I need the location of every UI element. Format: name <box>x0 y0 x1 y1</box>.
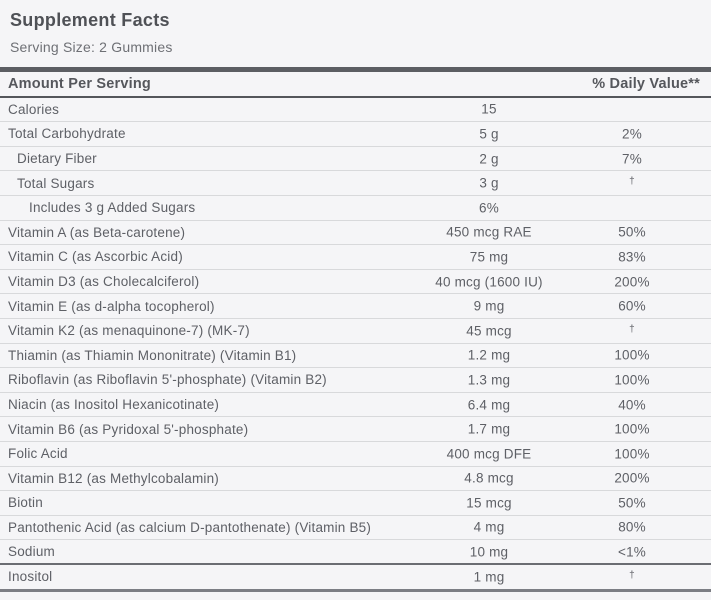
nutrient-amount: 5 g <box>479 126 499 142</box>
table-row: Sodium 10 mg <1% <box>0 540 711 565</box>
nutrient-amount: 2 g <box>479 151 499 167</box>
table-row: Biotin 15 mcg 50% <box>0 491 711 516</box>
nutrient-amount: 6.4 mg <box>467 397 511 413</box>
nutrient-daily-value: 100% <box>614 347 650 363</box>
table-row: Vitamin D3 (as Cholecalciferol) 40 mcg (… <box>0 270 711 295</box>
nutrient-name: Total Carbohydrate <box>8 126 126 142</box>
nutrient-amount: 1.7 mg <box>467 421 511 437</box>
table-row: Vitamin B12 (as Methylcobalamin) 4.8 mcg… <box>0 467 711 492</box>
nutrient-name: Thiamin (as Thiamin Mononitrate) (Vitami… <box>8 347 297 363</box>
nutrient-daily-value: 100% <box>614 372 650 388</box>
table-row: Pantothenic Acid (as calcium D-pantothen… <box>0 516 711 541</box>
table-row: Vitamin E (as d-alpha tocopherol) 9 mg 6… <box>0 294 711 319</box>
nutrient-daily-value: 7% <box>622 151 642 167</box>
nutrient-name: Vitamin B6 (as Pyridoxal 5'-phosphate) <box>8 421 249 437</box>
nutrient-amount: 450 mcg RAE <box>446 224 532 240</box>
nutrient-amount: 9 mg <box>473 298 505 314</box>
nutrient-rows: Calories 15 Total Carbohydrate 5 g 2% Di… <box>0 98 711 592</box>
nutrient-daily-value: 2% <box>622 126 642 142</box>
nutrient-daily-value: 40% <box>618 397 646 413</box>
table-column-header: Amount Per Serving % Daily Value** <box>0 72 711 98</box>
nutrient-name: Vitamin K2 (as menaquinone-7) (MK-7) <box>8 323 250 339</box>
top-divider-bar <box>0 66 711 72</box>
nutrient-daily-value: 83% <box>618 249 646 265</box>
nutrient-daily-value: 100% <box>614 421 650 437</box>
table-row: Vitamin B6 (as Pyridoxal 5'-phosphate) 1… <box>0 417 711 442</box>
nutrient-name: Vitamin D3 (as Cholecalciferol) <box>8 274 200 290</box>
table-row: Niacin (as Inositol Hexanicotinate) 6.4 … <box>0 393 711 418</box>
nutrient-name: Inositol <box>8 569 53 585</box>
nutrient-name: Vitamin C (as Ascorbic Acid) <box>8 249 183 265</box>
daily-value-header: % Daily Value** <box>592 75 700 92</box>
nutrient-name: Dietary Fiber <box>17 151 97 167</box>
nutrient-amount: 40 mcg (1600 IU) <box>435 274 543 290</box>
nutrient-name: Niacin (as Inositol Hexanicotinate) <box>8 397 220 413</box>
nutrient-name: Calories <box>8 101 60 117</box>
amount-per-serving-header: Amount Per Serving <box>8 75 151 92</box>
table-row: Calories 15 <box>0 98 711 123</box>
nutrient-daily-value: 100% <box>614 446 650 462</box>
panel-title: Supplement Facts <box>10 10 170 30</box>
nutrient-amount: 3 g <box>479 175 499 191</box>
table-row: Dietary Fiber 2 g 7% <box>0 147 711 172</box>
nutrient-name: Folic Acid <box>8 446 68 462</box>
table-row: Inositol 1 mg † <box>0 565 711 592</box>
nutrient-daily-value: 200% <box>614 470 650 486</box>
nutrient-amount: 1.3 mg <box>467 372 511 388</box>
table-row: Vitamin A (as Beta-carotene) 450 mcg RAE… <box>0 221 711 246</box>
nutrient-name: Vitamin B12 (as Methylcobalamin) <box>8 470 219 486</box>
nutrient-daily-value: † <box>629 570 635 582</box>
nutrient-name: Sodium <box>8 544 55 560</box>
nutrient-amount: 4.8 mcg <box>464 470 514 486</box>
nutrient-daily-value: 80% <box>618 519 646 535</box>
nutrient-amount: 400 mcg DFE <box>446 446 532 462</box>
nutrient-daily-value: † <box>629 176 635 188</box>
nutrient-amount: 45 mcg <box>466 323 512 339</box>
nutrient-name: Biotin <box>8 495 43 511</box>
table-row: Total Sugars 3 g † <box>0 171 711 196</box>
table-row: Thiamin (as Thiamin Mononitrate) (Vitami… <box>0 344 711 369</box>
table-row: Includes 3 g Added Sugars 6% <box>0 196 711 221</box>
table-row: Vitamin K2 (as menaquinone-7) (MK-7) 45 … <box>0 319 711 344</box>
nutrient-amount: 15 mcg <box>466 495 512 511</box>
nutrient-amount: 75 mg <box>469 249 509 265</box>
nutrient-name: Vitamin A (as Beta-carotene) <box>8 224 186 240</box>
nutrient-name: Riboflavin (as Riboflavin 5'-phosphate) … <box>8 372 327 388</box>
nutrient-amount: 6% <box>479 200 499 216</box>
nutrient-amount: 1 mg <box>473 569 505 585</box>
nutrient-daily-value: 50% <box>618 224 646 240</box>
nutrient-name: Pantothenic Acid (as calcium D-pantothen… <box>8 519 372 535</box>
table-row: Riboflavin (as Riboflavin 5'-phosphate) … <box>0 368 711 393</box>
serving-size-text: Serving Size: 2 Gummies <box>10 38 173 55</box>
nutrient-amount: 4 mg <box>473 519 505 535</box>
nutrient-amount: 1.2 mg <box>467 347 511 363</box>
nutrient-amount: 10 mg <box>469 544 509 560</box>
table-row: Folic Acid 400 mcg DFE 100% <box>0 442 711 467</box>
nutrient-daily-value: † <box>629 323 635 335</box>
table-row: Total Carbohydrate 5 g 2% <box>0 122 711 147</box>
nutrient-daily-value: 200% <box>614 274 650 290</box>
nutrient-amount: 15 <box>481 101 497 117</box>
nutrient-name: Includes 3 g Added Sugars <box>29 200 196 216</box>
nutrient-daily-value: <1% <box>618 544 646 560</box>
nutrient-daily-value: 50% <box>618 495 646 511</box>
nutrient-name: Total Sugars <box>17 175 95 191</box>
table-row: Vitamin C (as Ascorbic Acid) 75 mg 83% <box>0 245 711 270</box>
panel-header: Supplement Facts Serving Size: 2 Gummies <box>0 0 711 55</box>
nutrient-name: Vitamin E (as d-alpha tocopherol) <box>8 298 215 314</box>
nutrient-daily-value: 60% <box>618 298 646 314</box>
